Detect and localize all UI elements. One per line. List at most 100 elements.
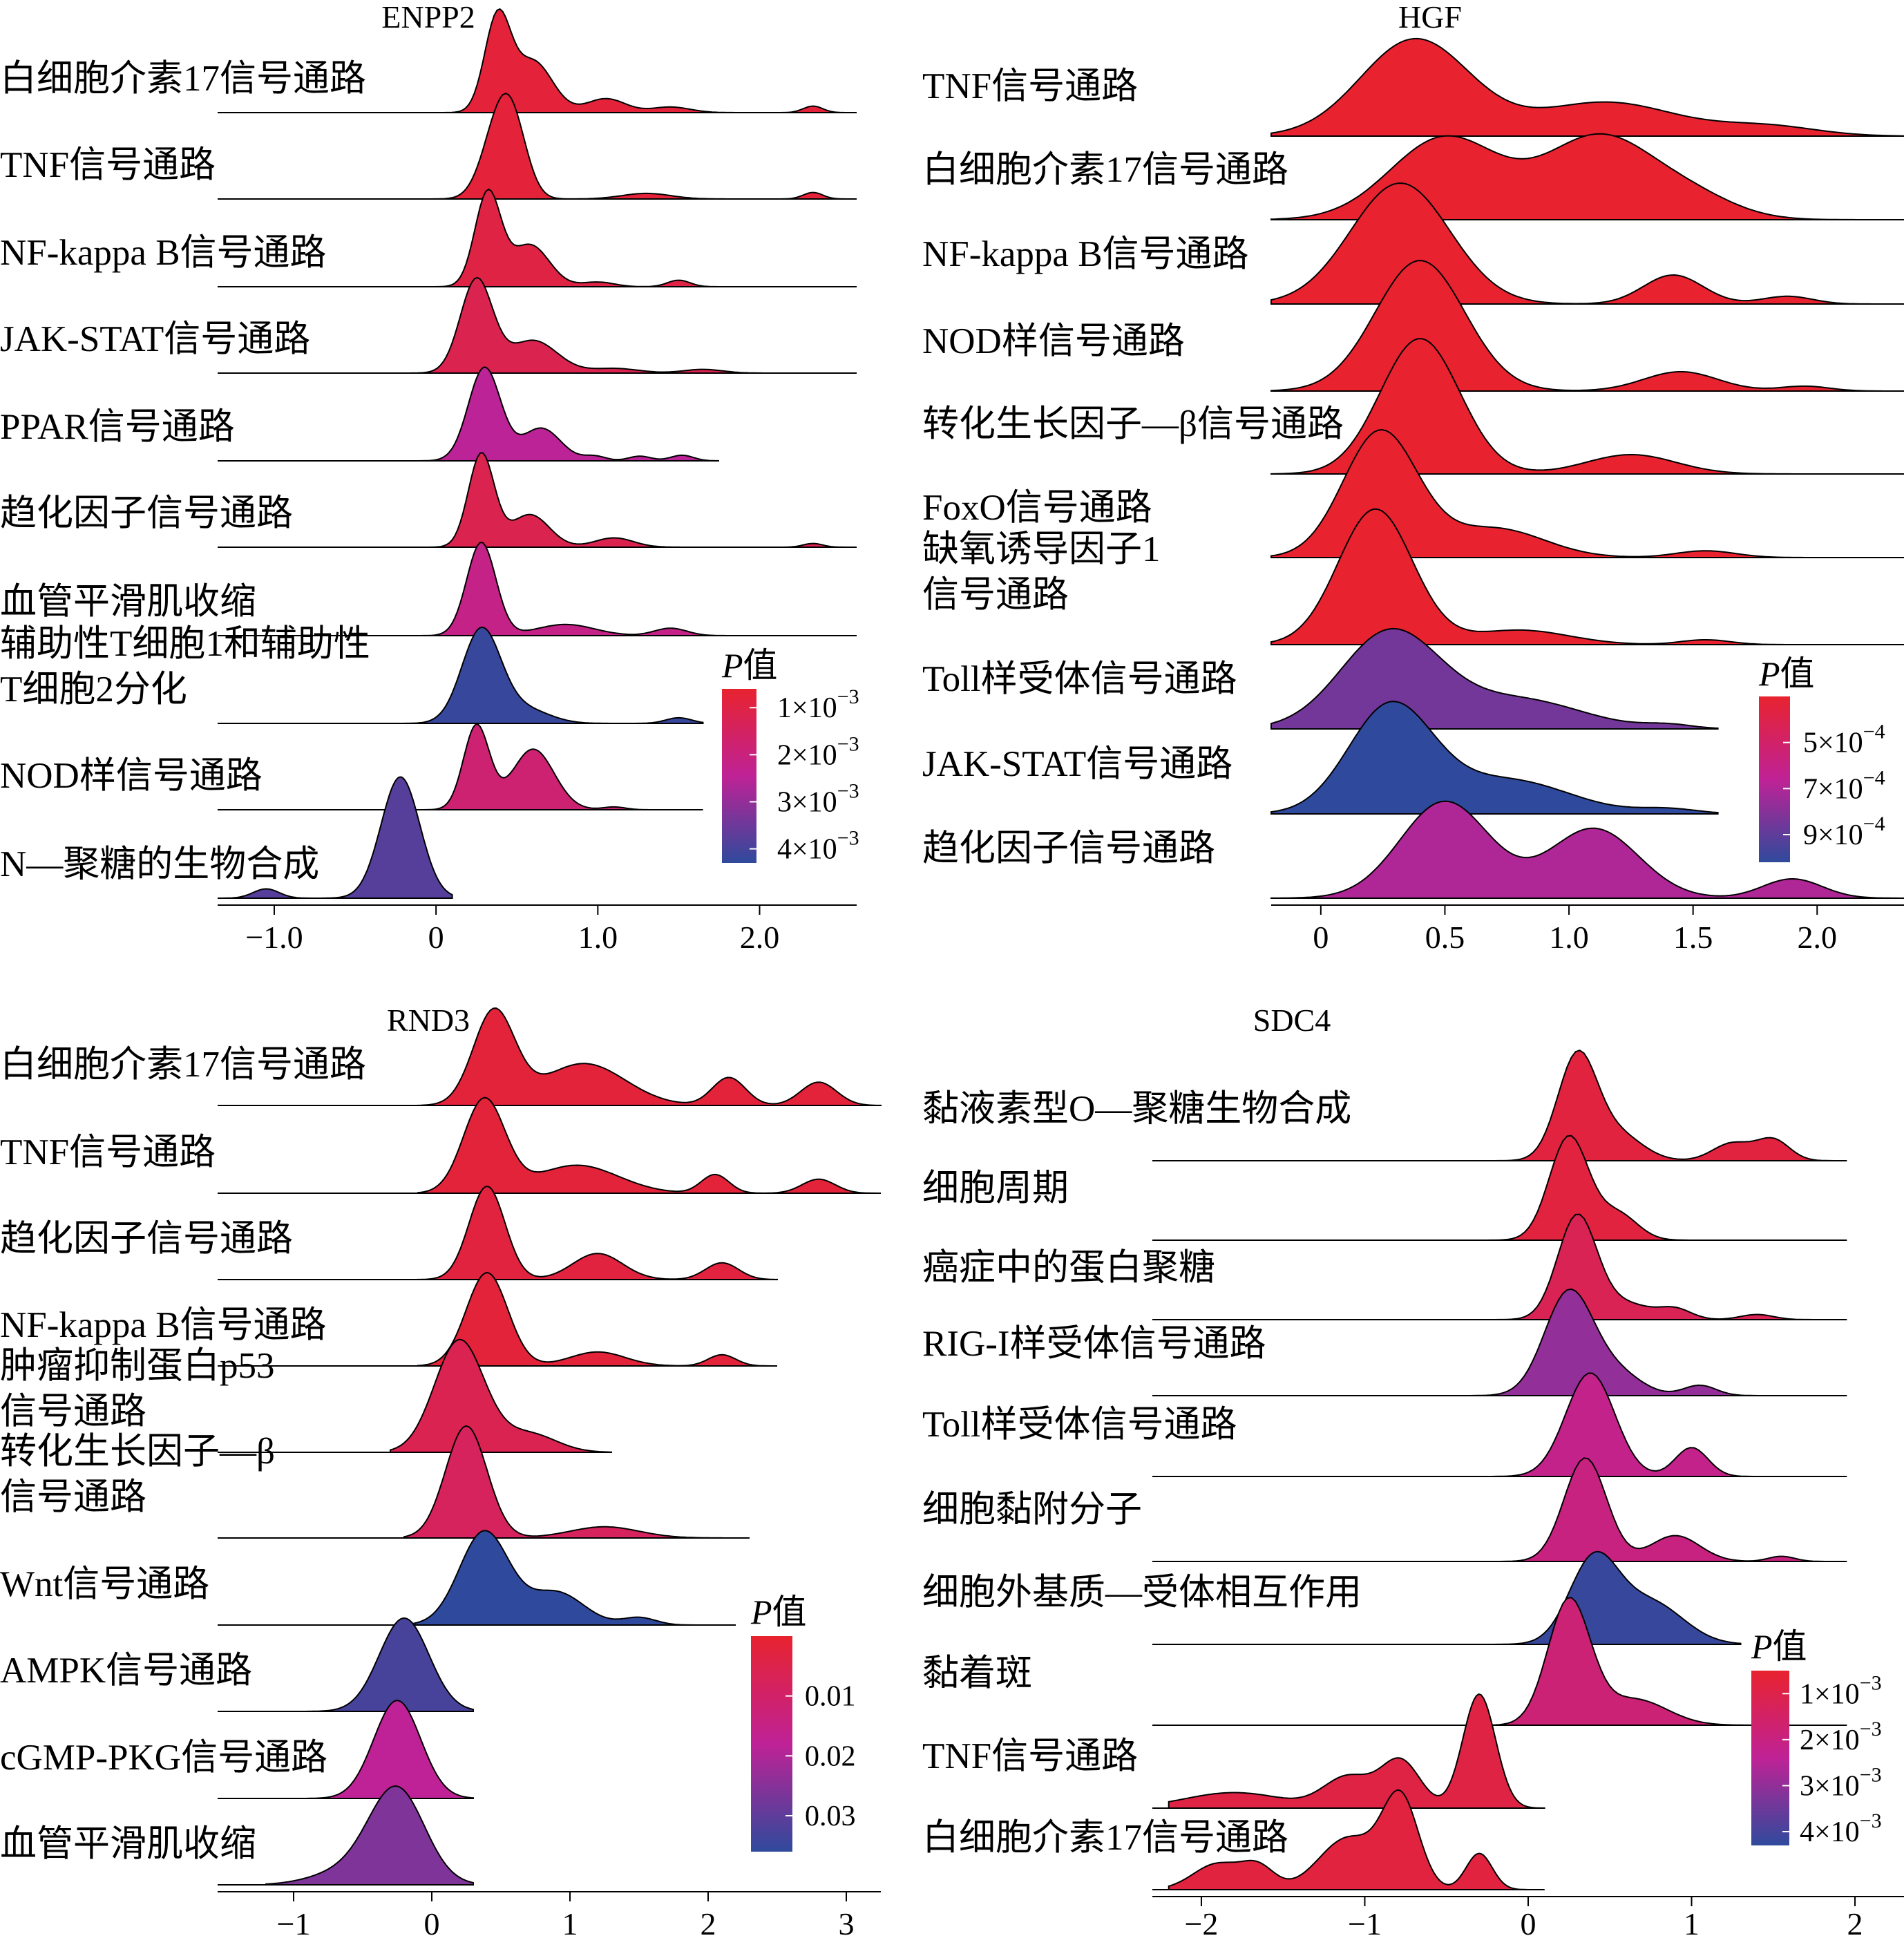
ridge-row: 肿瘤抑制蛋白p53 信号通路 <box>0 1338 612 1453</box>
density-ridge <box>403 1530 736 1626</box>
ridge-row: Wnt信号通路 <box>0 1530 736 1626</box>
row-label: N—聚糖的生物合成 <box>0 844 319 884</box>
ridge-row: NOD样信号通路 <box>0 723 703 810</box>
legend-tick-label: 5×10−4 <box>1803 721 1885 759</box>
legend-title: P值 <box>750 1593 807 1631</box>
row-label: 信号通路 <box>0 1477 146 1517</box>
panel-enpp2: ENPP2 白细胞介素17信号通路 TNF信号通路 NF-kappa B信号通路 JAK… <box>0 0 859 955</box>
row-label: 细胞外基质—受体相互作用 <box>922 1573 1362 1613</box>
x-tick-label: 0.5 <box>1425 920 1465 955</box>
x-tick-label: 1.0 <box>578 920 618 955</box>
row-label: 信号通路 <box>0 1392 146 1432</box>
ridge-row: 缺氧诱导因子1 信号通路 <box>922 508 1904 645</box>
row-label: NF-kappa B信号通路 <box>922 234 1249 274</box>
density-ridge <box>1270 37 1904 137</box>
x-tick-label: −1 <box>1348 1906 1382 1941</box>
x-axis: −1.0 0 1.0 2.0 <box>218 904 857 955</box>
density-ridge <box>307 1617 474 1712</box>
ridge-row: 黏液素型O—聚糖生物合成 <box>922 1050 1847 1161</box>
row-label: NOD样信号通路 <box>0 756 263 796</box>
x-tick-label: −2 <box>1184 1906 1218 1941</box>
ridge-row: 白细胞介素17信号通路 <box>0 8 857 113</box>
row-label: 转化生长因子—β <box>0 1432 275 1472</box>
x-tick-label: 1.5 <box>1673 920 1713 955</box>
ridge-row: 血管平滑肌收缩 <box>0 1785 474 1886</box>
row-label: T细胞2分化 <box>0 669 187 710</box>
density-ridge <box>1168 1372 1847 1477</box>
ridge-row: 细胞周期 <box>922 1134 1847 1241</box>
density-ridge <box>1168 1288 1847 1396</box>
legend-tick-label: 0.02 <box>805 1740 856 1772</box>
ridge-row: 白细胞介素17信号通路 <box>922 1789 1545 1890</box>
x-tick-label: −1 <box>277 1906 311 1941</box>
ridge-row: 趋化因子信号通路 <box>0 452 857 548</box>
x-tick-label: 1 <box>1684 1906 1700 1941</box>
row-label: 黏着斑 <box>922 1653 1032 1693</box>
row-label: TNF信号通路 <box>922 1736 1138 1776</box>
ridge-row: 黏着斑 <box>922 1597 1847 1726</box>
density-ridge <box>403 276 857 374</box>
x-tick-label: −1.0 <box>245 920 303 955</box>
row-label: 黏液素型O—聚糖生物合成 <box>922 1089 1351 1129</box>
ridge-row: 癌症中的蛋白聚糖 <box>922 1213 1847 1320</box>
legend-title: P值 <box>1758 654 1815 693</box>
x-tick-label: 2 <box>701 1906 716 1941</box>
row-label: 辅助性T细胞1和辅助性 <box>0 624 370 664</box>
density-ridge <box>307 1700 474 1799</box>
density-ridge <box>1270 133 1904 220</box>
row-label: AMPK信号通路 <box>0 1651 252 1691</box>
row-label: cGMP-PKG信号通路 <box>0 1738 327 1778</box>
row-label: 细胞黏附分子 <box>922 1490 1142 1530</box>
legend-tick-label: 1×10−3 <box>1800 1671 1882 1710</box>
row-label: NF-kappa B信号通路 <box>0 233 327 273</box>
density-ridge <box>417 1271 777 1367</box>
p-value-legend: P值 1×10−3 2×10−3 3×10−3 4×10−3 <box>1751 1627 1882 1848</box>
row-label: RIG-I样受体信号通路 <box>922 1324 1266 1364</box>
ridge-row: cGMP-PKG信号通路 <box>0 1700 474 1799</box>
density-ridge <box>1168 1597 1847 1726</box>
density-ridge <box>265 1785 474 1886</box>
row-label: 白细胞介素17信号通路 <box>922 150 1288 190</box>
x-axis: 0 0.5 1.0 1.5 2.0 <box>1271 904 1904 955</box>
ridge-row: 趋化因子信号通路 <box>922 800 1904 899</box>
legend-tick-label: 3×10−3 <box>1800 1763 1882 1802</box>
ridge-row: RIG-I样受体信号通路 <box>922 1288 1847 1396</box>
density-ridge <box>1168 1693 1545 1809</box>
panel-title-enpp2: ENPP2 <box>381 0 475 35</box>
ridge-row: 血管平滑肌收缩 <box>0 542 857 636</box>
density-ridge <box>403 1425 750 1539</box>
density-ridge <box>1270 701 1719 815</box>
density-ridge <box>403 542 857 636</box>
ridge-row: TNF信号通路 <box>0 93 857 200</box>
legend-title: P值 <box>721 646 778 685</box>
row-label: 白细胞介素17信号通路 <box>0 1045 366 1085</box>
ridge-row: NF-kappa B信号通路 <box>0 1271 777 1367</box>
ridge-row: N—聚糖的生物合成 <box>0 776 453 899</box>
row-label: 信号通路 <box>922 575 1069 615</box>
legend-tick-label: 0.03 <box>805 1801 856 1832</box>
panel-title-rnd3: RND3 <box>387 1003 470 1038</box>
row-label: JAK-STAT信号通路 <box>0 319 310 359</box>
row-label: NOD样信号通路 <box>922 321 1185 361</box>
row-label: PPAR信号通路 <box>0 407 235 447</box>
x-tick-label: 0 <box>424 1906 440 1941</box>
row-label: 肿瘤抑制蛋白p53 <box>0 1346 275 1386</box>
legend-tick-label: 2×10−3 <box>777 732 859 771</box>
panel-title-sdc4: SDC4 <box>1253 1003 1331 1038</box>
density-ridge <box>1168 1457 1847 1562</box>
ridge-row: AMPK信号通路 <box>0 1617 474 1712</box>
legend-title: P值 <box>1751 1627 1807 1666</box>
ridge-row: 白细胞介素17信号通路 <box>922 133 1904 220</box>
row-label: 趋化因子信号通路 <box>922 828 1215 868</box>
x-tick-label: 1.0 <box>1549 920 1589 955</box>
legend-colorbar <box>1759 696 1790 862</box>
legend-tick-label: 9×10−4 <box>1803 813 1885 851</box>
row-label: TNF信号通路 <box>922 66 1138 106</box>
row-label: Toll样受体信号通路 <box>922 659 1237 699</box>
ridge-row: 白细胞介素17信号通路 <box>0 1007 882 1106</box>
x-axis: −2 −1 0 1 2 <box>1152 1896 1904 1941</box>
legend-tick-label: 4×10−3 <box>1800 1810 1882 1848</box>
ridge-row: NF-kappa B信号通路 <box>0 188 857 287</box>
legend-tick-label: 3×10−3 <box>777 779 859 818</box>
